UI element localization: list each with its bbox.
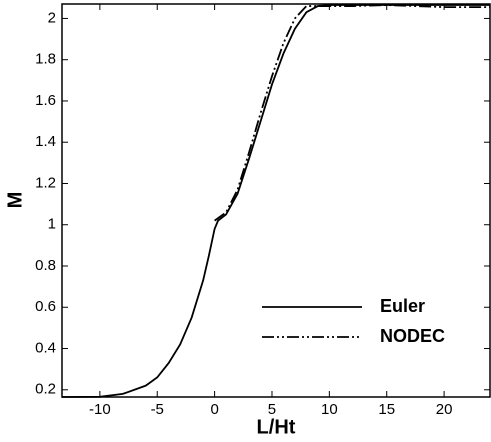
x-tick-label: 15	[378, 401, 395, 418]
x-tick-label: -10	[89, 401, 111, 418]
y-tick-label: 1	[48, 216, 56, 233]
y-tick-label: 1.2	[35, 174, 56, 191]
y-axis-label: M	[4, 192, 26, 209]
x-tick-label: 5	[268, 401, 276, 418]
y-tick-label: 1.6	[35, 92, 56, 109]
y-tick-label: 2	[48, 9, 56, 26]
x-tick-label: 0	[210, 401, 218, 418]
y-tick-label: 1.8	[35, 51, 56, 68]
series-line	[214, 4, 490, 222]
x-tick-label: 20	[436, 401, 453, 418]
series-line	[61, 4, 490, 398]
x-tick-label: -5	[151, 401, 164, 418]
y-tick-label: 0.2	[35, 381, 56, 398]
x-axis-label: L/Ht	[257, 416, 296, 438]
legend-label: Euler	[380, 296, 425, 316]
x-tick-label: 10	[321, 401, 338, 418]
y-tick-label: 0.8	[35, 257, 56, 274]
y-tick-label: 0.6	[35, 298, 56, 315]
y-tick-label: 1.4	[35, 133, 56, 150]
y-tick-label: 0.4	[35, 339, 56, 356]
plot-frame	[61, 3, 491, 398]
legend-label: NODEC	[380, 326, 445, 346]
